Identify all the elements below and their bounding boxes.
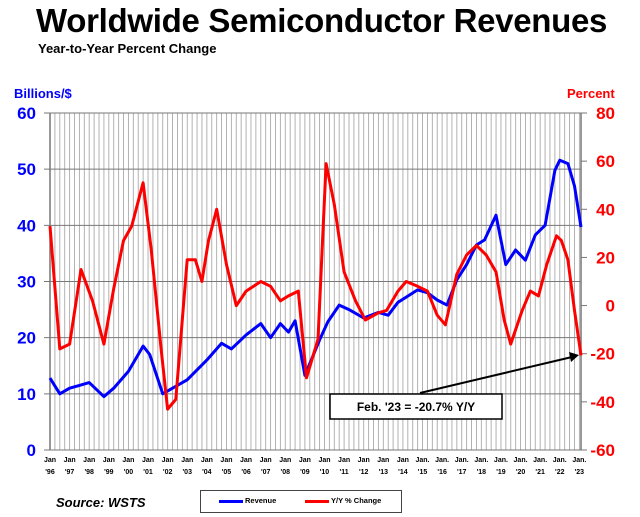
legend-swatch-revenue [219,500,243,503]
revenue-line [48,158,583,399]
right-tick-label: 40 [596,200,615,219]
legend: Revenue Y/Y % Change [200,490,402,513]
left-tick-label: 30 [17,273,36,292]
x-tick-label: '04 [202,469,212,476]
x-tick-label: Jan. [553,457,567,464]
source-note: Source: WSTS [56,495,146,510]
left-tick-label: 10 [17,385,36,404]
x-tick-label: Jan [299,457,311,464]
yoy-change-line [48,162,583,411]
x-tick-label: Jan [162,457,174,464]
x-tick-label: '06 [241,469,251,476]
x-tick-label: Jan [122,457,134,464]
right-tick-label: -40 [590,393,615,412]
legend-label-yoy: Y/Y % Change [331,496,382,505]
x-tick-label: Jan [358,457,370,464]
x-tick-label: '10 [320,469,330,476]
x-tick-label: Jan [181,457,193,464]
x-tick-label: Jan [220,457,232,464]
x-tick-label: '14 [398,469,408,476]
x-tick-label: Jan [64,457,76,464]
x-tick-label: '17 [457,469,467,476]
right-tick-label: -60 [590,441,615,460]
x-tick-label: Jan [318,457,330,464]
x-tick-label: Jan. [514,457,528,464]
x-tick-label: Jan [142,457,154,464]
x-tick-label: '16 [437,469,447,476]
legend-label-revenue: Revenue [245,496,277,505]
x-tick-label: Jan. [455,457,469,464]
x-tick-label: Jan [377,457,389,464]
x-tick-label: Jan. [533,457,547,464]
x-tick-label: Jan [240,457,252,464]
x-tick-label: '98 [84,469,94,476]
x-tick-label: '01 [143,469,153,476]
x-tick-label: Jan [44,457,56,464]
annotation-box [329,393,503,420]
x-tick-label: '97 [65,469,75,476]
x-tick-label: '23 [575,469,585,476]
chart-title: Worldwide Semiconductor Revenues [36,2,608,39]
x-tick-label: '05 [222,469,232,476]
left-axis-label: Billions/$ [14,86,72,101]
x-tick-label: Jan [260,457,272,464]
x-tick-label: '96 [45,469,55,476]
x-tick-label: '02 [163,469,173,476]
annotation-arrow [419,356,573,394]
x-tick-label: '22 [555,469,565,476]
annotation-arrowhead [569,352,579,362]
right-tick-label: 20 [596,248,615,267]
x-tick-label: Jan [103,457,115,464]
x-tick-label: Jan. [435,457,449,464]
right-axis-label: Percent [567,86,615,101]
x-tick-label: '08 [281,469,291,476]
x-tick-label: '21 [535,469,545,476]
x-tick-label: Jan [279,457,291,464]
x-tick-label: Jan [338,457,350,464]
x-tick-label: Jan. [416,457,430,464]
x-tick-label: Jan [83,457,95,464]
x-tick-label: '11 [340,469,349,476]
chart-subtitle: Year-to-Year Percent Change [38,41,217,56]
legend-swatch-yoy [305,500,329,503]
x-tick-label: '19 [496,469,506,476]
x-tick-label: '00 [124,469,134,476]
right-tick-label: 0 [606,297,615,316]
left-tick-label: 60 [17,104,36,123]
x-tick-label: Jan [201,457,213,464]
x-tick-label: '15 [418,469,428,476]
x-tick-label: '18 [477,469,487,476]
annotation-text: Feb. '23 = -20.7% Y/Y [357,400,475,414]
left-tick-label: 40 [17,216,36,235]
x-tick-label: '13 [379,469,389,476]
x-tick-label: '03 [183,469,193,476]
x-tick-label: Jan. [494,457,508,464]
right-tick-label: 60 [596,152,615,171]
right-tick-label: 80 [596,104,615,123]
x-tick-label: '99 [104,469,114,476]
right-tick-label: -20 [590,345,615,364]
x-tick-label: '20 [516,469,526,476]
left-tick-label: 50 [17,160,36,179]
left-tick-label: 20 [17,329,36,348]
x-tick-label: Jan. [474,457,488,464]
x-tick-label: '09 [300,469,310,476]
x-tick-label: '07 [261,469,271,476]
x-tick-label: Jan. [572,457,586,464]
left-tick-label: 0 [27,441,36,460]
x-tick-label: Jan [397,457,409,464]
x-tick-label: '12 [359,469,369,476]
